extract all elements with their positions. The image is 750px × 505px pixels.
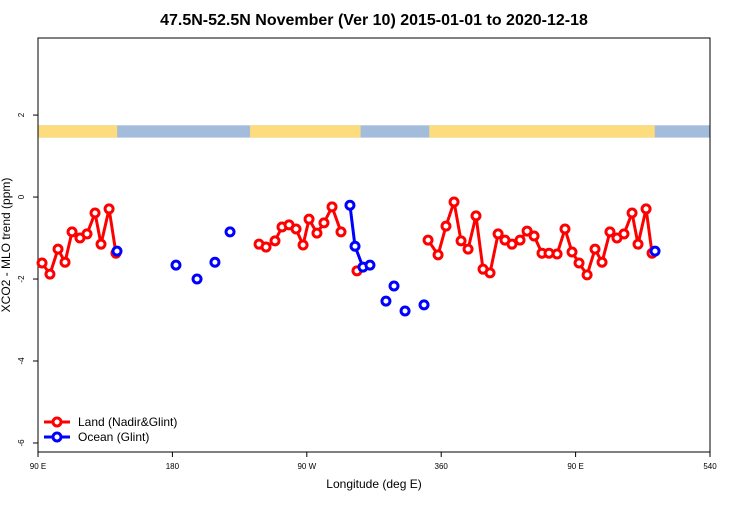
plot-frame [37, 37, 711, 453]
data-point [604, 226, 616, 238]
x-tick-label: 360 [435, 462, 449, 471]
data-point [260, 241, 272, 253]
y-axis-label: XCO2 - MLO trend (ppm) [0, 178, 13, 313]
data-point [52, 243, 64, 255]
data-point [326, 201, 338, 213]
data-point [492, 228, 504, 240]
data-point [551, 248, 563, 260]
data-point [209, 256, 221, 268]
data-point [191, 273, 203, 285]
x-tick-label: 90 E [567, 462, 583, 471]
data-point [44, 268, 56, 280]
land-band [38, 125, 118, 138]
data-point [81, 228, 93, 240]
data-point [589, 243, 601, 255]
x-tick-label: 180 [166, 462, 180, 471]
x-axis-label: Longitude (deg E) [326, 477, 421, 491]
data-point [581, 269, 593, 281]
data-point [399, 305, 411, 317]
data-point [514, 234, 526, 246]
y-tick-label: -6 [17, 439, 26, 447]
x-tick-label: 90 E [30, 462, 46, 471]
data-point [170, 259, 182, 271]
data-point [566, 246, 578, 258]
data-point [66, 226, 78, 238]
data-point [89, 207, 101, 219]
data-point [521, 225, 533, 237]
data-point [95, 238, 107, 250]
data-point [422, 234, 434, 246]
series-line [40, 201, 654, 279]
data-point [448, 196, 460, 208]
data-point [111, 245, 123, 257]
legend-marker [51, 431, 63, 443]
data-point [470, 210, 482, 222]
data-point [640, 203, 652, 215]
data-point [649, 245, 661, 257]
legend-label: Land (Nadir&Glint) [78, 415, 177, 429]
data-point [103, 203, 115, 215]
data-point [297, 239, 309, 251]
data-point [364, 259, 376, 271]
data-point [311, 227, 323, 239]
x-tick-label: 90 W [297, 462, 316, 471]
data-point [626, 207, 638, 219]
data-point [269, 235, 281, 247]
y-tick-label: 2 [17, 112, 26, 117]
data-point [290, 223, 302, 235]
data-point [303, 213, 315, 225]
data-point [618, 228, 630, 240]
data-point [380, 295, 392, 307]
data-point [559, 223, 571, 235]
data-point [388, 280, 400, 292]
y-tick-label: -2 [17, 275, 26, 283]
y-tick-label: 0 [17, 194, 26, 199]
data-point [344, 199, 356, 211]
legend-label: Ocean (Glint) [78, 430, 149, 444]
data-point [632, 238, 644, 250]
data-point [484, 267, 496, 279]
y-tick-label: -4 [17, 357, 26, 365]
data-point [224, 226, 236, 238]
data-point [528, 230, 540, 242]
data-point [36, 257, 48, 269]
land-band [429, 125, 655, 138]
land-band [250, 125, 361, 138]
legend-marker [51, 416, 63, 428]
data-point [462, 243, 474, 255]
data-point [573, 257, 585, 269]
data-point [335, 226, 347, 238]
data-point [455, 235, 467, 247]
x-tick-label: 540 [703, 462, 717, 471]
data-point [432, 249, 444, 261]
data-point [418, 299, 430, 311]
data-point [59, 256, 71, 268]
data-point [506, 238, 518, 250]
chart-title: 47.5N-52.5N November (Ver 10) 2015-01-01… [160, 12, 588, 29]
data-point [596, 256, 608, 268]
data-point [349, 240, 361, 252]
data-point [318, 217, 330, 229]
data-point [440, 220, 452, 232]
